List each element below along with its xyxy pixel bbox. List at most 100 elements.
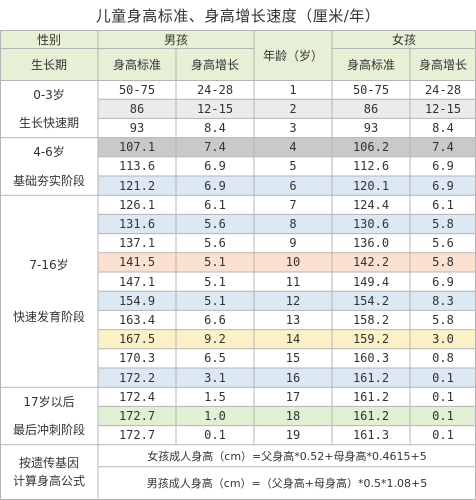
boy-height-cell: 172.7: [118, 428, 156, 443]
boy-growth-cell: 6.6: [204, 312, 226, 327]
stage-name: 最后冲刺阶段: [12, 423, 85, 438]
girl-growth-cell: 6.9: [432, 274, 454, 289]
boy-growth-cell: 5.6: [204, 236, 226, 251]
girl-height-cell: 130.6: [352, 216, 390, 231]
girl-height-cell: 161.2: [352, 389, 390, 404]
girl-growth-cell: 6.1: [432, 197, 454, 212]
row-background: [98, 156, 476, 176]
row-background: [98, 176, 476, 196]
boy-growth-cell: 12-15: [196, 101, 234, 116]
row-background: [98, 348, 476, 368]
stage-age-range: 17岁以后: [23, 394, 75, 409]
girl-growth-cell: 3.0: [432, 332, 454, 347]
girl-growth-cell: 6.9: [432, 178, 454, 193]
age-cell: 4: [289, 140, 297, 155]
age-cell: 19: [285, 428, 301, 443]
age-cell: 15: [285, 351, 301, 366]
girl-growth-cell: 7.4: [432, 140, 454, 155]
girl-height-cell: 161.2: [352, 408, 390, 423]
row-background: [98, 233, 476, 253]
age-cell: 9: [289, 236, 297, 251]
girl-height-cell: 120.1: [352, 178, 390, 193]
girl-height-cell: 124.4: [352, 197, 390, 212]
row-background: [98, 214, 476, 234]
stage-age-range: 7-16岁: [29, 257, 69, 272]
boy-growth-cell: 8.4: [204, 120, 226, 135]
row-background: [98, 272, 476, 292]
boy-growth-cell: 1.0: [204, 408, 226, 423]
age-cell: 14: [285, 332, 301, 347]
row-background: [98, 329, 476, 349]
row-background: [98, 406, 476, 426]
row-background: [98, 99, 476, 119]
boy-height-cell: 121.2: [118, 178, 156, 193]
boy-height-cell: 172.7: [118, 408, 156, 423]
girl-growth-cell: 0.1: [432, 428, 454, 443]
stage-label: 7-16岁快速发育阶段: [0, 195, 98, 387]
row-background: [98, 387, 476, 407]
boy-growth-cell: 3.1: [204, 370, 226, 385]
girl-growth-cell: 5.6: [432, 236, 454, 251]
girl-header: 女孩: [391, 32, 416, 47]
boy-growth-cell: 6.1: [204, 197, 226, 212]
row-background: [98, 195, 476, 215]
row-background: [98, 252, 476, 272]
boy-height-cell: 86: [129, 101, 145, 116]
age-cell: 18: [285, 408, 301, 423]
boy-growth-cell: 9.2: [204, 332, 226, 347]
age-cell: 5: [289, 159, 297, 174]
age-cell: 16: [285, 370, 301, 385]
boy-growth-cell: 7.4: [204, 140, 226, 155]
girl-height-standard-header: 身高标准: [346, 57, 395, 72]
stage-label: 17岁以后最后冲刺阶段: [0, 387, 98, 445]
boy-growth-cell: 5.6: [204, 216, 226, 231]
row-background: [98, 291, 476, 311]
age-cell: 13: [285, 312, 301, 327]
girl-height-formula: 女孩成人身高（cm）=父身高*0.52+母身高*0.4615+5: [147, 449, 427, 463]
girl-growth-cell: 5.8: [432, 255, 454, 270]
row-background: [98, 310, 476, 330]
boy-height-cell: 141.5: [118, 255, 156, 270]
age-cell: 8: [289, 216, 297, 231]
age-cell: 12: [285, 293, 301, 308]
girl-growth-cell: 0.1: [432, 408, 454, 423]
girl-growth-cell: 12-15: [424, 101, 462, 116]
stage-column-background: [0, 80, 98, 445]
boy-height-cell: 172.4: [118, 389, 156, 404]
age-cell: 1: [289, 82, 297, 97]
boy-height-cell: 113.6: [118, 159, 156, 174]
stage-name: 生长快速期: [18, 115, 79, 130]
boy-height-cell: 107.1: [118, 140, 156, 155]
age-cell: 11: [285, 274, 301, 289]
boy-growth-cell: 6.5: [204, 351, 226, 366]
age-cell: 3: [289, 120, 297, 135]
girl-growth-cell: 8.3: [432, 293, 454, 308]
boy-height-cell: 126.1: [118, 197, 156, 212]
boy-growth-cell: 5.1: [204, 293, 226, 308]
boy-header: 男孩: [163, 32, 188, 47]
girl-height-cell: 112.6: [352, 159, 390, 174]
table-title: 儿童身高标准、身高增长速度（厘米/年）: [95, 6, 381, 25]
boy-growth-cell: 6.9: [204, 178, 226, 193]
girl-growth-cell: 5.8: [432, 312, 454, 327]
boy-height-cell: 137.1: [118, 236, 156, 251]
girl-height-cell: 86: [363, 101, 379, 116]
age-cell: 7: [289, 197, 297, 212]
stage-name: 快速发育阶段: [12, 310, 85, 325]
stage-label: 4-6岁 基础夯实阶段: [0, 138, 98, 196]
boy-height-cell: 167.5: [118, 332, 156, 347]
row-background: [98, 368, 476, 388]
row-background: [98, 425, 476, 445]
girl-height-cell: 154.2: [352, 293, 390, 308]
girl-height-cell: 106.2: [352, 140, 390, 155]
boy-height-cell: 170.3: [118, 351, 156, 366]
gender-header: 性别: [36, 32, 61, 47]
girl-height-cell: 158.2: [352, 312, 390, 327]
girl-growth-cell: 0.1: [432, 389, 454, 404]
boy-growth-cell: 6.9: [204, 159, 226, 174]
boy-height-standard-header: 身高标准: [112, 57, 161, 72]
stage-name: 基础夯实阶段: [12, 173, 85, 188]
girl-growth-cell: 5.8: [432, 216, 454, 231]
girl-growth-cell: 0.1: [432, 370, 454, 385]
